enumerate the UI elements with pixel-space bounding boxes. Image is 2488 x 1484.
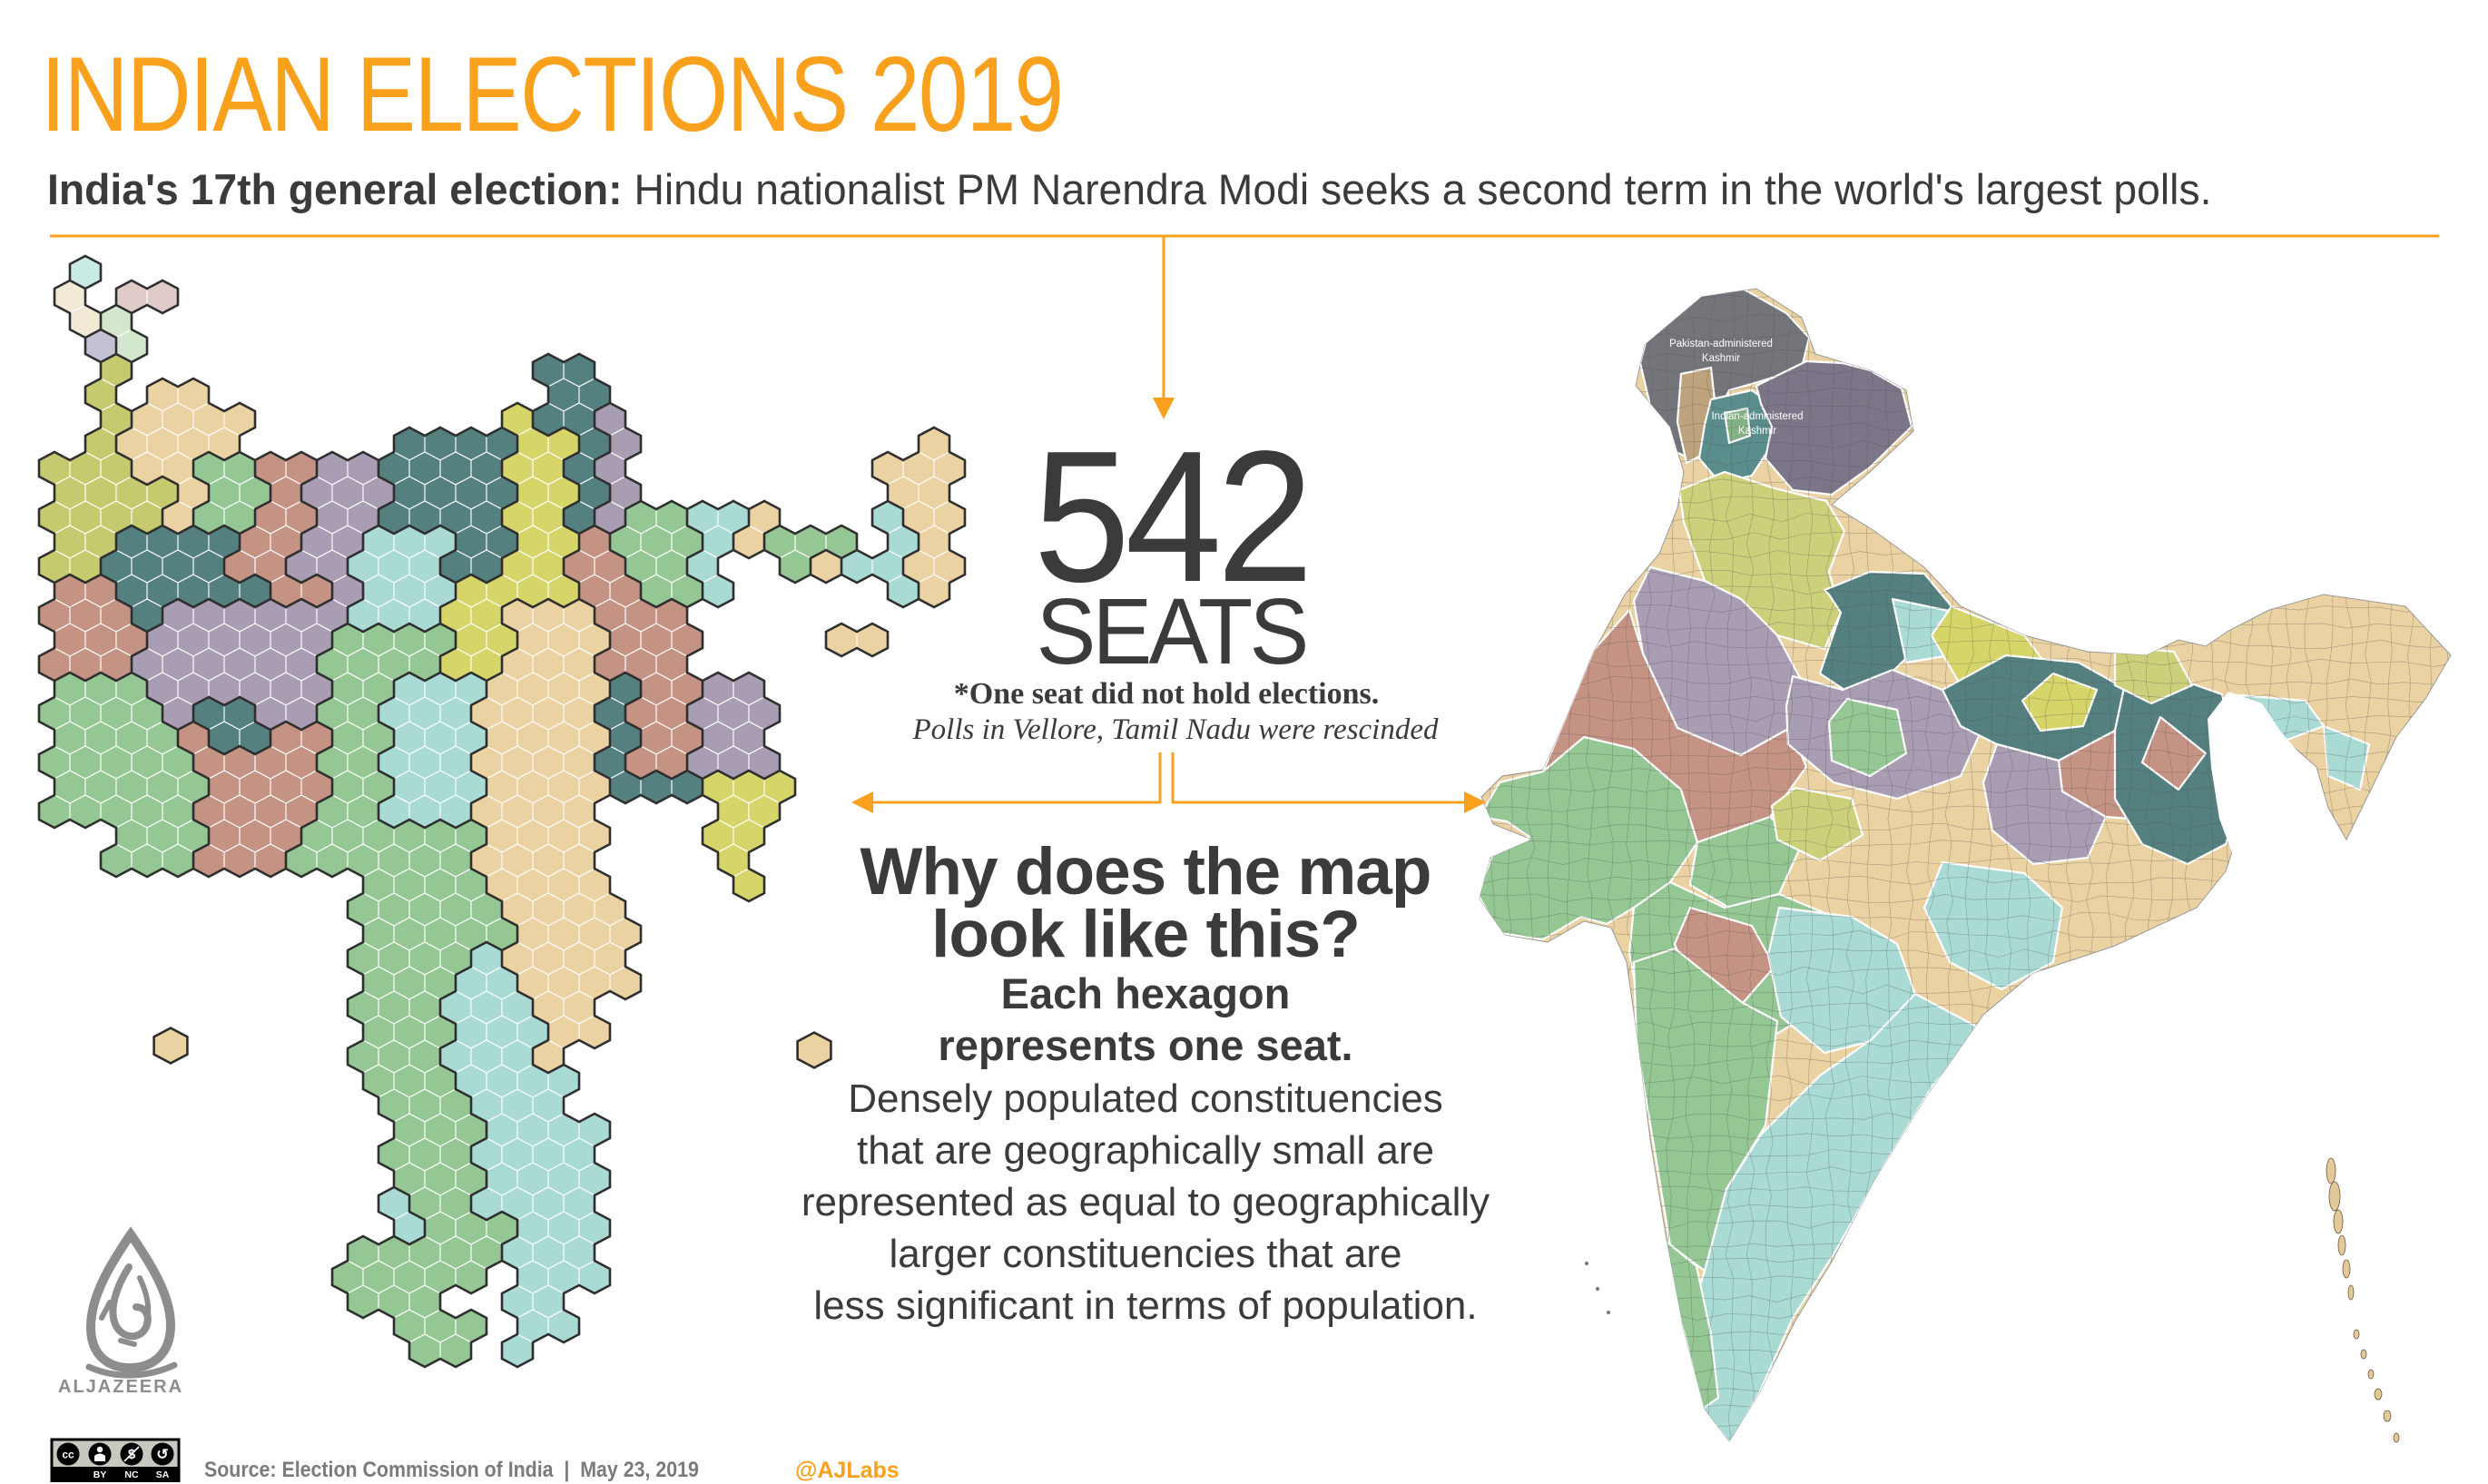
svg-text:NC: NC xyxy=(124,1469,139,1480)
svg-text:cc: cc xyxy=(62,1449,74,1461)
svg-text:Pakistan-administered: Pakistan-administered xyxy=(1669,339,1773,349)
svg-text:BY: BY xyxy=(93,1469,107,1480)
svg-text:↺: ↺ xyxy=(156,1448,168,1463)
svg-text:Kashmir: Kashmir xyxy=(1738,426,1776,437)
svg-text:SA: SA xyxy=(156,1469,170,1480)
svg-text:Kashmir: Kashmir xyxy=(1702,353,1740,364)
svg-text:Indian-administered: Indian-administered xyxy=(1711,411,1803,422)
